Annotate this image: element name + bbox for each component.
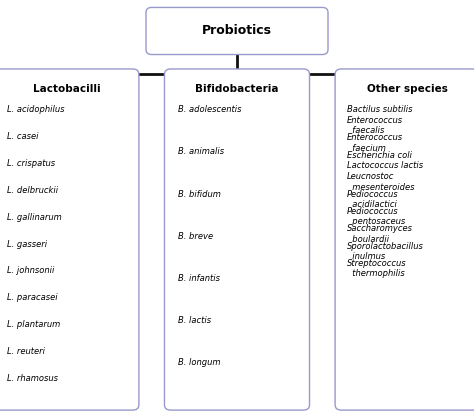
Text: L. gallinarum: L. gallinarum xyxy=(7,213,62,222)
Text: L. crispatus: L. crispatus xyxy=(7,159,55,168)
FancyBboxPatch shape xyxy=(146,7,328,55)
Text: L. delbruckii: L. delbruckii xyxy=(7,186,58,195)
Text: Escherichia coli: Escherichia coli xyxy=(347,151,412,160)
Text: Lactobacilli: Lactobacilli xyxy=(33,84,100,94)
Text: Pediococcus
  pentosaceus: Pediococcus pentosaceus xyxy=(347,207,405,226)
Text: Enterococcus
  faecium: Enterococcus faecium xyxy=(347,133,403,153)
Text: L. rhamosus: L. rhamosus xyxy=(7,374,58,383)
Text: Lactococcus lactis: Lactococcus lactis xyxy=(347,161,423,171)
Text: L. gasseri: L. gasseri xyxy=(7,240,47,249)
Text: Leucnostoc
  mesenteroides: Leucnostoc mesenteroides xyxy=(347,172,414,192)
Text: L. reuteri: L. reuteri xyxy=(7,347,45,356)
Text: L. johnsonii: L. johnsonii xyxy=(7,266,55,275)
Text: Probiotics: Probiotics xyxy=(202,24,272,38)
FancyBboxPatch shape xyxy=(164,69,310,410)
Text: B. animalis: B. animalis xyxy=(178,147,224,157)
Text: L. casei: L. casei xyxy=(7,132,38,141)
Text: Enterococcus
  faecalis: Enterococcus faecalis xyxy=(347,116,403,135)
FancyBboxPatch shape xyxy=(335,69,474,410)
Text: Pediococcus
  acidilactici: Pediococcus acidilactici xyxy=(347,190,399,209)
Text: Streptococcus
  thermophilis: Streptococcus thermophilis xyxy=(347,259,407,278)
Text: Saccharomyces
  boulardii: Saccharomyces boulardii xyxy=(347,224,413,244)
Text: Sporolactobacillus
  inulmus: Sporolactobacillus inulmus xyxy=(347,242,424,261)
Text: B. adolescentis: B. adolescentis xyxy=(178,105,241,114)
Text: Bactilus subtilis: Bactilus subtilis xyxy=(347,105,412,114)
FancyBboxPatch shape xyxy=(0,69,139,410)
Text: L. paracasei: L. paracasei xyxy=(7,293,58,302)
Text: Other species: Other species xyxy=(367,84,448,94)
Text: L. acidophilus: L. acidophilus xyxy=(7,105,64,114)
Text: Bifidobacteria: Bifidobacteria xyxy=(195,84,279,94)
Text: B. bifidum: B. bifidum xyxy=(178,190,220,199)
Text: B. lactis: B. lactis xyxy=(178,316,211,325)
Text: B. infantis: B. infantis xyxy=(178,274,220,283)
Text: L. plantarum: L. plantarum xyxy=(7,320,60,329)
Text: B. longum: B. longum xyxy=(178,358,220,368)
Text: B. breve: B. breve xyxy=(178,232,213,241)
